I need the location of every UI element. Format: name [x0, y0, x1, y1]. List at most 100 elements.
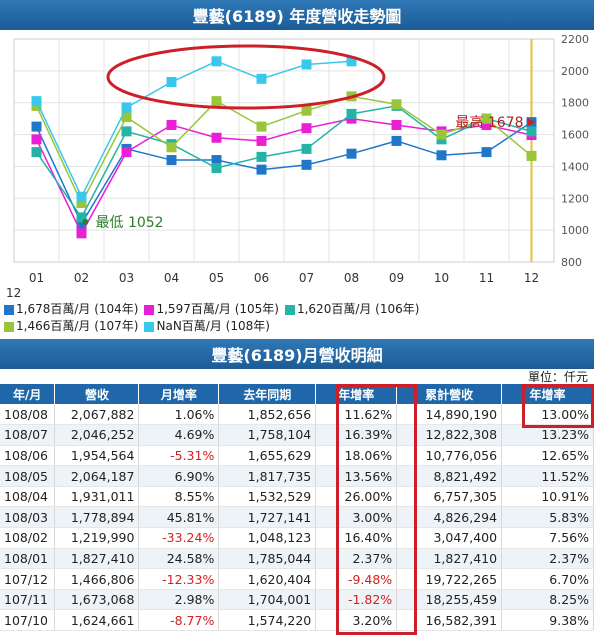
- table-cell: 108/01: [0, 548, 56, 570]
- series-point: [31, 121, 42, 132]
- series-point: [256, 135, 267, 146]
- table-cell: 14,890,190: [396, 404, 503, 426]
- revenue-trend-chart: 800 1000 1200 1400 1600 1800 2000 2200 01 02 03 04 0…: [6, 33, 589, 300]
- table-cell: 108/02: [0, 527, 56, 549]
- series-point: [301, 59, 312, 70]
- series-point: [346, 108, 357, 119]
- table-cell: -1.82%: [315, 589, 398, 611]
- table-cell: 2.98%: [138, 589, 220, 611]
- y-tick-label: 1400: [561, 160, 589, 173]
- min-marker: [82, 218, 89, 225]
- legend-item[interactable]: 1,597百萬/月 (105年): [144, 301, 279, 318]
- legend-item[interactable]: 1,678百萬/月 (104年): [4, 301, 138, 318]
- series-point: [301, 123, 312, 134]
- table-cell: 1,758,104: [218, 424, 317, 446]
- table-cell: 10.91%: [501, 486, 594, 508]
- table-cell: 2,046,252: [54, 424, 140, 446]
- series-line: [35, 105, 532, 219]
- series-point: [301, 143, 312, 154]
- x-tick-label: 10: [434, 271, 449, 285]
- series-point: [436, 129, 447, 140]
- table-cell: 107/11: [0, 589, 56, 611]
- table-cell: 5.83%: [501, 506, 594, 529]
- x-tick-label: 05: [209, 271, 224, 285]
- series-point: [256, 164, 267, 175]
- y-tick-label: 1200: [561, 192, 589, 205]
- table-header-cell: 年/月: [0, 384, 56, 404]
- legend-label: 1,620百萬/月 (106年): [296, 302, 420, 316]
- table-cell: 1,048,123: [218, 527, 317, 549]
- table-cell: 1,624,661: [54, 609, 140, 632]
- table-cell: 107/12: [0, 568, 56, 590]
- legend-item[interactable]: 1,466百萬/月 (107年): [4, 318, 138, 335]
- series-point: [31, 134, 42, 145]
- table-cell: 1.06%: [138, 404, 220, 426]
- series-point: [121, 126, 132, 137]
- table-cell: 13.00%: [501, 404, 594, 426]
- series-point: [121, 102, 132, 113]
- series-point: [76, 198, 87, 209]
- x-tick-label: 08: [344, 271, 359, 285]
- y-tick-label: 1600: [561, 129, 589, 142]
- x-tick-label: 03: [119, 271, 134, 285]
- table-cell: 108/06: [0, 445, 56, 467]
- x-tick-label: 07: [299, 271, 314, 285]
- legend-item[interactable]: 1,620百萬/月 (106年): [284, 301, 420, 318]
- table-cell: 1,778,894: [54, 506, 140, 529]
- y-tick-label: 800: [561, 256, 582, 269]
- series-line: [35, 121, 532, 226]
- y-tick-label: 1800: [561, 97, 589, 110]
- table-cell: 45.81%: [138, 506, 220, 529]
- plot-border: [13, 38, 555, 263]
- series-line: [35, 60, 352, 199]
- table-row: 108/04 1,931,011 8.55% 1,532,529 26.00% 6,757…: [0, 486, 594, 508]
- table-cell: 11.62%: [315, 404, 398, 426]
- series-point: [121, 112, 132, 123]
- table-header-row: 年/月 營收 月增率 去年同期 年增率 累計營收 年增率: [0, 384, 594, 404]
- series-point: [76, 212, 87, 223]
- series-point: [436, 150, 447, 161]
- table-row: 108/06 1,954,564 -5.31% 1,655,629 18.06% 10,7…: [0, 445, 594, 467]
- table-cell: 1,852,656: [218, 404, 317, 426]
- legend-swatch: [284, 304, 295, 315]
- table-row: 108/05 2,064,187 6.90% 1,817,735 13.56% 8,821…: [0, 465, 594, 487]
- legend-swatch: [4, 321, 14, 332]
- table-header-cell: 營收: [54, 384, 140, 404]
- table-cell: 4.69%: [138, 424, 220, 446]
- table-cell: 1,954,564: [54, 445, 140, 467]
- x-tick-label: 11: [479, 271, 494, 285]
- table-cell: 26.00%: [315, 486, 398, 508]
- table-cell: 13.23%: [501, 424, 594, 446]
- table-cell: 24.58%: [138, 548, 220, 570]
- table-cell: 2,064,187: [54, 465, 140, 487]
- table-row: 108/08 2,067,882 1.06% 1,852,656 11.62% 14,89…: [0, 404, 594, 426]
- table-cell: 1,466,806: [54, 568, 140, 590]
- x-tick-label: 02: [74, 271, 89, 285]
- chart-axes: 800 1000 1200 1400 1600 1800 2000 2200 01 02 03 04 0…: [6, 33, 589, 300]
- series-point: [166, 120, 177, 131]
- chart-annotations: 最低 1052 最高 1678: [82, 44, 536, 231]
- series-point: [391, 135, 402, 146]
- series-point: [391, 120, 402, 131]
- table-cell: 8.55%: [138, 486, 220, 508]
- series-point: [166, 77, 177, 88]
- series-point: [256, 151, 267, 162]
- table-cell: 4,826,294: [396, 506, 503, 529]
- legend-label: 1,597百萬/月 (105年): [156, 302, 279, 316]
- max-marker: [527, 118, 536, 127]
- table-cell: 1,785,044: [218, 548, 317, 570]
- legend-item[interactable]: NaN百萬/月 (108年): [144, 318, 270, 335]
- table-cell: 7.56%: [501, 527, 594, 549]
- table-cell: 108/08: [0, 404, 56, 426]
- chart-title: 豐藝(6189) 年度營收走勢圖: [0, 0, 594, 30]
- min-label: 最低 1052: [96, 215, 164, 231]
- legend-label: 1,678百萬/月 (104年): [16, 302, 139, 316]
- series-point: [256, 121, 267, 132]
- series-point: [346, 56, 357, 67]
- series-point: [391, 99, 402, 110]
- table-cell: 16.39%: [315, 424, 398, 446]
- y-tick-label: 2000: [561, 65, 589, 78]
- legend-swatch: [144, 321, 155, 332]
- table-cell: 11.52%: [501, 465, 594, 487]
- table-header-cell: 累計營收: [396, 384, 503, 404]
